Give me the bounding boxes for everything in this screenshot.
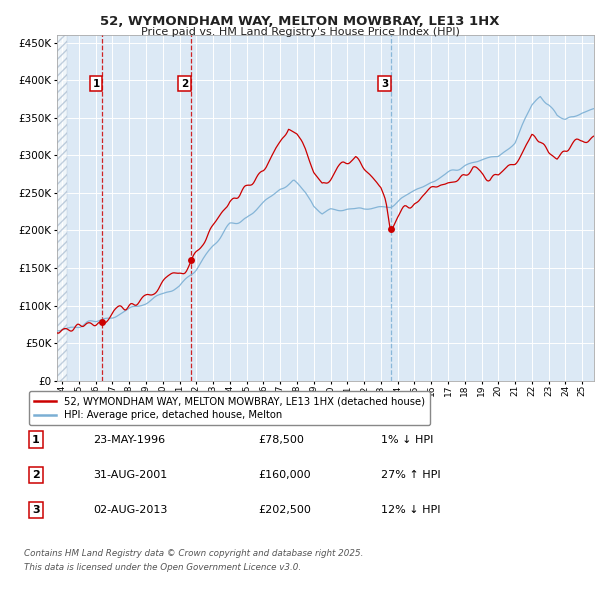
Text: £78,500: £78,500 — [258, 435, 304, 444]
Text: 3: 3 — [32, 506, 40, 515]
Text: Contains HM Land Registry data © Crown copyright and database right 2025.: Contains HM Land Registry data © Crown c… — [24, 549, 364, 558]
Text: £160,000: £160,000 — [258, 470, 311, 480]
Text: 27% ↑ HPI: 27% ↑ HPI — [381, 470, 440, 480]
Text: £202,500: £202,500 — [258, 506, 311, 515]
Text: 1% ↓ HPI: 1% ↓ HPI — [381, 435, 433, 444]
Text: This data is licensed under the Open Government Licence v3.0.: This data is licensed under the Open Gov… — [24, 563, 301, 572]
Text: 02-AUG-2013: 02-AUG-2013 — [93, 506, 167, 515]
Text: Price paid vs. HM Land Registry's House Price Index (HPI): Price paid vs. HM Land Registry's House … — [140, 27, 460, 37]
Legend: 52, WYMONDHAM WAY, MELTON MOWBRAY, LE13 1HX (detached house), HPI: Average price: 52, WYMONDHAM WAY, MELTON MOWBRAY, LE13 … — [29, 391, 430, 425]
Text: 3: 3 — [381, 78, 388, 88]
Text: 1: 1 — [92, 78, 100, 88]
Text: 23-MAY-1996: 23-MAY-1996 — [93, 435, 165, 444]
Text: 2: 2 — [181, 78, 188, 88]
Text: 2: 2 — [32, 470, 40, 480]
Text: 31-AUG-2001: 31-AUG-2001 — [93, 470, 167, 480]
Text: 1: 1 — [32, 435, 40, 444]
Text: 52, WYMONDHAM WAY, MELTON MOWBRAY, LE13 1HX: 52, WYMONDHAM WAY, MELTON MOWBRAY, LE13 … — [100, 15, 500, 28]
Text: 12% ↓ HPI: 12% ↓ HPI — [381, 506, 440, 515]
